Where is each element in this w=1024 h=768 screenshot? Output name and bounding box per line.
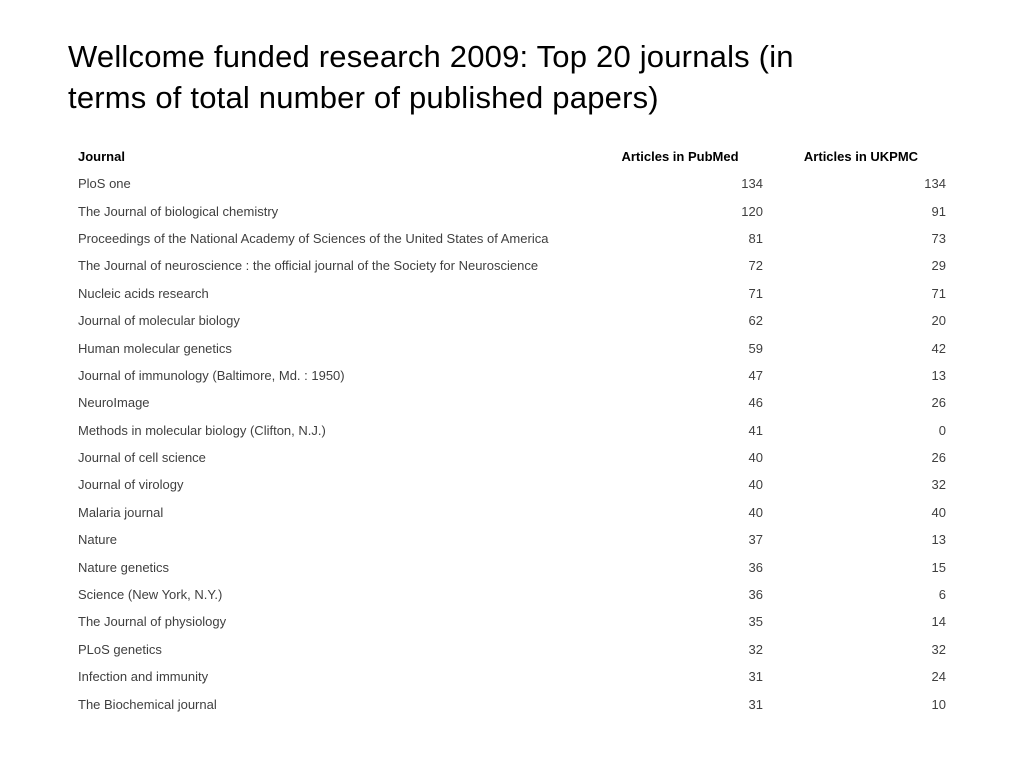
ukpmc-count-cell: 15 (931, 559, 946, 575)
table-row: Human molecular genetics 59 42 (72, 334, 952, 361)
pubmed-count-cell: 62 (748, 313, 763, 329)
journal-cell: Infection and immunity (78, 669, 209, 685)
pubmed-count-cell: 31 (748, 696, 763, 712)
page-title-line-1: Wellcome funded research 2009: Top 20 jo… (68, 39, 794, 74)
pubmed-count-cell: 72 (748, 258, 763, 274)
pubmed-count-cell: 35 (748, 614, 763, 630)
journal-cell: Nucleic acids research (78, 285, 209, 301)
ukpmc-count-cell: 26 (931, 450, 946, 466)
table-row: Malaria journal 40 40 (72, 499, 952, 526)
table-body: PloS one 134 134 The Journal of biologic… (72, 170, 952, 718)
table-row: Science (New York, N.Y.) 36 6 (72, 581, 952, 608)
pubmed-count-cell: 81 (748, 230, 763, 246)
pubmed-count-cell: 134 (741, 176, 763, 192)
table-row: NeuroImage 46 26 (72, 389, 952, 416)
journal-cell: Human molecular genetics (78, 340, 232, 356)
table-row: Nature 37 13 (72, 526, 952, 553)
pubmed-count-cell: 41 (748, 422, 763, 438)
ukpmc-count-cell: 42 (931, 340, 946, 356)
journal-cell: PLoS genetics (78, 641, 162, 657)
ukpmc-count-cell: 73 (931, 230, 946, 246)
pubmed-count-cell: 40 (748, 450, 763, 466)
ukpmc-count-cell: 14 (931, 614, 946, 630)
journal-cell: Malaria journal (78, 504, 164, 520)
journal-cell: Nature (78, 532, 118, 548)
ukpmc-count-cell: 91 (931, 203, 946, 219)
journal-cell: PloS one (78, 176, 131, 192)
column-header-ukpmc: Articles in UKPMC (803, 148, 919, 164)
table-row: Proceedings of the National Academy of S… (72, 225, 952, 252)
table-row: Infection and immunity 31 24 (72, 663, 952, 690)
journal-cell: Proceedings of the National Academy of S… (78, 230, 549, 246)
pubmed-count-cell: 36 (748, 559, 763, 575)
ukpmc-count-cell: 10 (931, 696, 946, 712)
pubmed-count-cell: 37 (748, 532, 763, 548)
ukpmc-count-cell: 13 (931, 532, 946, 548)
ukpmc-count-cell: 32 (931, 477, 946, 493)
journal-cell: Journal of immunology (Baltimore, Md. : … (78, 367, 345, 383)
pubmed-count-cell: 47 (748, 367, 763, 383)
journal-cell: The Journal of biological chemistry (78, 203, 279, 219)
pubmed-count-cell: 36 (748, 587, 763, 603)
ukpmc-count-cell: 0 (938, 422, 946, 438)
table-row: Nature genetics 36 15 (72, 553, 952, 580)
table-row: Journal of immunology (Baltimore, Md. : … (72, 362, 952, 389)
table-row: PloS one 134 134 (72, 170, 952, 197)
ukpmc-count-cell: 13 (931, 367, 946, 383)
pubmed-count-cell: 59 (748, 340, 763, 356)
table-row: The Journal of biological chemistry 120 … (72, 197, 952, 224)
ukpmc-count-cell: 26 (931, 395, 946, 411)
table-row: The Biochemical journal 31 10 (72, 690, 952, 717)
table-row: Journal of cell science 40 26 (72, 444, 952, 471)
pubmed-count-cell: 40 (748, 504, 763, 520)
ukpmc-count-cell: 32 (931, 641, 946, 657)
ukpmc-count-cell: 134 (924, 176, 946, 192)
journal-cell: The Journal of physiology (78, 614, 227, 630)
table-row: Journal of molecular biology 62 20 (72, 307, 952, 334)
table-row: Methods in molecular biology (Clifton, N… (72, 417, 952, 444)
page-title-line-2: terms of total number of published paper… (68, 80, 659, 115)
journal-cell: The Journal of neuroscience : the offici… (78, 258, 539, 274)
pubmed-count-cell: 71 (748, 285, 763, 301)
ukpmc-count-cell: 20 (931, 313, 946, 329)
journal-cell: Methods in molecular biology (Clifton, N… (78, 422, 326, 438)
page-title: Wellcome funded research 2009: Top 20 jo… (68, 36, 948, 118)
journal-cell: Journal of molecular biology (78, 313, 240, 329)
ukpmc-count-cell: 24 (931, 669, 946, 685)
table-header-row: Journal Articles in PubMed Articles in U… (72, 142, 952, 170)
ukpmc-count-cell: 29 (931, 258, 946, 274)
journal-cell: Journal of virology (78, 477, 184, 493)
ukpmc-count-cell: 6 (938, 587, 946, 603)
table-row: The Journal of physiology 35 14 (72, 608, 952, 635)
table-row: Journal of virology 40 32 (72, 471, 952, 498)
table-row: Nucleic acids research 71 71 (72, 280, 952, 307)
journal-cell: Nature genetics (78, 559, 170, 575)
journals-table: Journal Articles in PubMed Articles in U… (72, 142, 952, 718)
journal-cell: NeuroImage (78, 395, 150, 411)
table-row: The Journal of neuroscience : the offici… (72, 252, 952, 279)
pubmed-count-cell: 120 (741, 203, 763, 219)
column-header-pubmed: Articles in PubMed (621, 148, 739, 164)
pubmed-count-cell: 31 (748, 669, 763, 685)
column-header-journal: Journal (78, 148, 125, 164)
pubmed-count-cell: 32 (748, 641, 763, 657)
journal-cell: Science (New York, N.Y.) (78, 587, 223, 603)
ukpmc-count-cell: 40 (931, 504, 946, 520)
ukpmc-count-cell: 71 (931, 285, 946, 301)
table-row: PLoS genetics 32 32 (72, 636, 952, 663)
pubmed-count-cell: 40 (748, 477, 763, 493)
pubmed-count-cell: 46 (748, 395, 763, 411)
journal-cell: Journal of cell science (78, 450, 206, 466)
journal-cell: The Biochemical journal (78, 696, 217, 712)
